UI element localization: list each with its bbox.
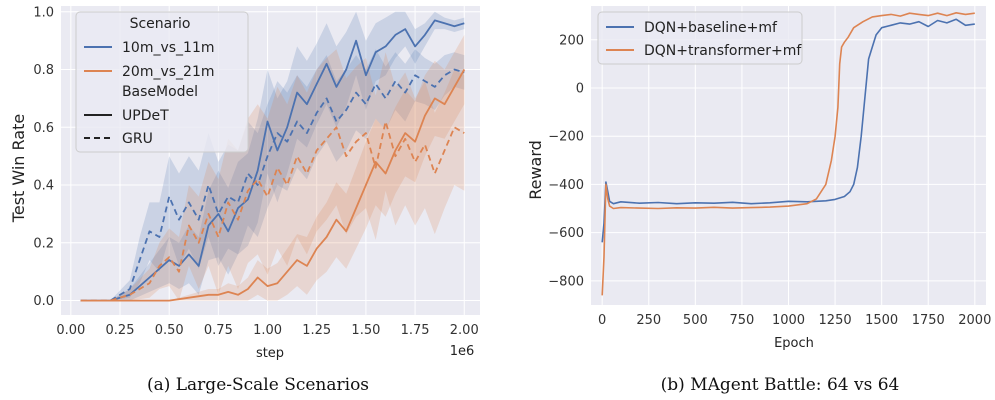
y-tick-label: 200 — [559, 33, 584, 48]
chart-a-legend-box — [75, 11, 249, 153]
x-tick-label: 1250 — [819, 313, 852, 328]
x-tick-label: 0.50 — [155, 323, 184, 338]
chart-a-lines — [80, 19, 466, 302]
x-tick-label: 1000 — [772, 313, 805, 328]
x-tick-label: 1.25 — [302, 323, 331, 338]
chart-a-x-ticks: 0.00 0.25 0.50 0.75 1.00 1.25 1.50 1.75 2.00 — [56, 323, 478, 338]
x-tick-label: 0.75 — [204, 323, 233, 338]
legend-label-20m: 20m_vs_21m — [122, 64, 214, 80]
legend-label-transformer: DQN+transformer+mf — [644, 43, 802, 59]
x-tick-label: 750 — [730, 313, 755, 328]
chart-b-y-label: Reward — [526, 140, 545, 200]
chart-b-lines — [601, 12, 975, 296]
chart-b-legend-box — [597, 11, 803, 65]
x-tick-label: 1.75 — [401, 323, 430, 338]
chart-b-caption: (b) MAgent Battle: 64 vs 64 — [661, 375, 900, 395]
x-tick-label: 0 — [598, 313, 606, 328]
x-tick-label: 250 — [636, 313, 661, 328]
legend-basemodel-title: BaseModel — [122, 84, 198, 100]
y-tick-label: 0.6 — [33, 121, 54, 136]
confidence-band — [80, 49, 465, 301]
y-tick-label: 0.4 — [33, 179, 54, 194]
x-tick-label: 1.50 — [351, 323, 380, 338]
y-tick-label: −400 — [548, 178, 584, 193]
chart-a: 0.00 0.25 0.50 0.75 1.00 1.25 1.50 1.75 2.00 0.0… — [9, 5, 480, 395]
x-tick-label: 2.00 — [450, 323, 479, 338]
y-tick-label: 1.0 — [33, 5, 54, 20]
chart-a-y-ticks: 0.0 0.2 0.4 0.6 0.8 1.0 — [33, 5, 54, 309]
y-tick-label: 0.0 — [33, 294, 54, 309]
x-tick-label: 1500 — [865, 313, 898, 328]
x-tick-label: 1.00 — [253, 323, 282, 338]
series-line — [601, 18, 975, 243]
y-tick-label: 0.8 — [33, 63, 54, 78]
x-tick-label: 1750 — [912, 313, 945, 328]
legend-label-baseline: DQN+baseline+mf — [644, 20, 778, 36]
y-tick-label: −600 — [548, 226, 584, 241]
series-line — [80, 19, 465, 302]
legend-label-gru: GRU — [122, 131, 153, 147]
chart-b-x-ticks: 0 250 500 750 1000 1250 1500 1750 2000 — [598, 313, 991, 328]
chart-b-y-ticks: −800 −600 −400 −200 0 200 — [548, 33, 584, 289]
legend-scenario-title: Scenario — [130, 16, 191, 32]
series-line — [80, 68, 465, 302]
confidence-band — [80, 11, 465, 301]
x-tick-label: 2000 — [958, 313, 991, 328]
chart-b-legend: DQN+baseline+mf DQN+transformer+mf — [597, 11, 803, 65]
chart-b: 0 250 500 750 1000 1250 1500 1750 2000 −800−600−… — [526, 6, 991, 395]
x-tick-label: 0.00 — [56, 323, 85, 338]
y-tick-label: −800 — [548, 274, 584, 289]
x-tick-label: 500 — [683, 313, 708, 328]
chart-a-x-label: step — [256, 346, 284, 361]
series-line — [80, 69, 466, 302]
chart-b-x-label: Epoch — [774, 336, 814, 351]
chart-a-legend: Scenario 10m_vs_11m 20m_vs_21m BaseModel… — [75, 11, 249, 153]
legend-label-10m: 10m_vs_11m — [122, 40, 214, 56]
y-tick-label: 0 — [576, 81, 584, 96]
chart-a-y-label: Test Win Rate — [9, 114, 28, 223]
confidence-band — [80, 49, 465, 301]
x-tick-label: 0.25 — [106, 323, 135, 338]
chart-a-caption: (a) Large-Scale Scenarios — [147, 375, 369, 395]
series-line — [601, 12, 975, 296]
y-tick-label: −200 — [548, 130, 584, 145]
y-tick-label: 0.2 — [33, 236, 54, 251]
series-line — [80, 120, 465, 302]
chart-a-x-offset: 1e6 — [450, 344, 475, 359]
legend-label-updet: UPDeT — [122, 108, 169, 124]
